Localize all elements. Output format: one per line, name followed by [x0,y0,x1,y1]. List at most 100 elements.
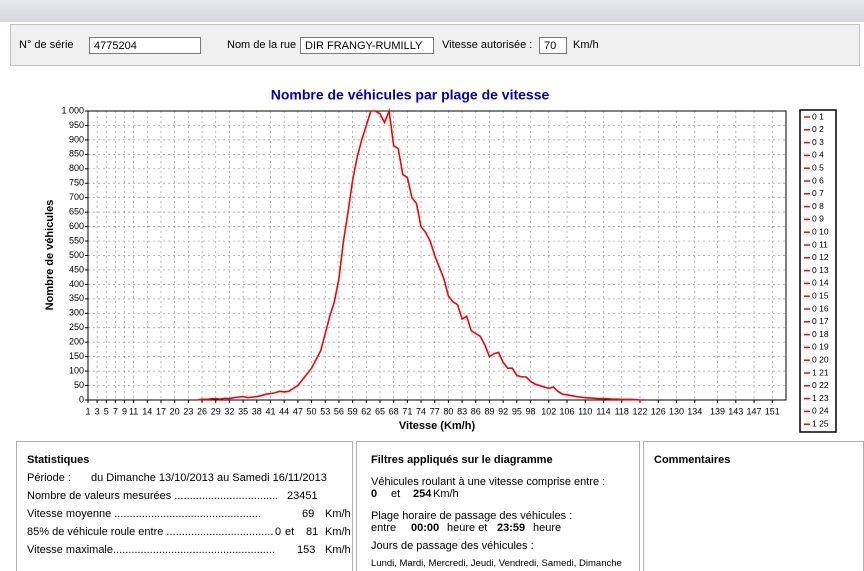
data-line [197,107,645,401]
x-tick-label: 32 [224,406,234,416]
x-tick-label: 9 [122,406,127,416]
text-input[interactable]: 4775204 [89,37,201,54]
x-tick-label: 83 [457,406,467,416]
legend-label: 0 8 [812,201,824,211]
x-tick-label: 17 [156,406,166,416]
x-tick-label: 98 [526,406,536,416]
x-tick-label: 23 [183,406,193,416]
y-tick-label: 400 [69,279,84,289]
y-tick-label: 100 [69,365,84,375]
legend-label: 0 3 [812,137,824,147]
value: 81 [306,526,319,538]
legend-label: 0 16 [812,303,829,313]
label: et [391,488,401,500]
value: du Dimanche 13/10/2013 au Samedi 16/11/2… [91,472,327,484]
y-tick-label: 200 [69,337,84,347]
x-tick-label: 11 [129,406,138,416]
x-tick-label: 53 [320,406,330,416]
x-tick-label: 65 [375,406,385,416]
y-tick-label: 600 [69,221,84,231]
x-tick-label: 102 [541,406,556,416]
x-tick-label: 143 [728,406,743,416]
value: 0 [371,488,378,500]
legend-label: 0 10 [812,226,829,236]
legend-label: 1 25 [812,418,829,428]
legend-label: 0 4 [812,150,824,160]
label: Jours de passage des véhicules : [371,540,534,552]
text-input[interactable]: 70 [539,37,567,54]
y-axis-title: Nombre de véhicules [44,200,56,311]
y-tick-label: 800 [69,163,84,173]
y-tick-label: 750 [69,178,84,188]
legend-label: 0 2 [812,124,824,134]
x-tick-label: 35 [238,406,248,416]
x-tick-label: 122 [632,406,647,416]
unit: Km/h [433,488,459,500]
x-tick-label: 47 [293,406,303,416]
unit: heure [533,522,562,534]
legend-label: 0 17 [812,316,829,326]
x-tick-label: 7 [113,406,118,416]
legend-label: 0 20 [812,354,829,364]
x-tick-label: 41 [265,406,275,416]
x-tick-label: 3 [95,406,100,416]
value: 153 [297,544,316,556]
panel-title: Commentaires [654,454,731,466]
y-tick-label: 150 [69,351,84,361]
y-tick-label: 900 [69,134,84,144]
label: 85% de véhicule roule entre ............… [27,526,274,538]
legend-label: 0 13 [812,265,829,275]
value: 254 [413,488,432,500]
label: Plage horaire de passage des véhicules : [371,510,573,522]
x-tick-label: 20 [170,406,180,416]
x-tick-label: 50 [307,406,317,416]
legend-label: 0 15 [812,290,829,300]
y-tick-label: 300 [69,308,84,318]
legend-label: 0 19 [812,342,829,352]
label: et [285,526,295,538]
label: Vitesse autorisée : [442,39,533,51]
unit: Km/h [325,508,351,520]
legend-label: 0 24 [812,406,829,416]
x-tick-label: 68 [389,406,399,416]
x-tick-label: 147 [747,406,762,416]
x-tick-label: 139 [710,406,725,416]
y-tick-label: 950 [69,120,84,130]
x-tick-label: 89 [484,406,494,416]
label: Véhicules roulant à une vitesse comprise… [371,476,606,488]
legend-label: 1 23 [812,393,829,403]
x-tick-label: 134 [687,406,702,416]
legend-label: 0 9 [812,214,824,224]
value: 00:00 [411,522,440,534]
y-tick-label: 700 [69,192,84,202]
x-tick-label: 95 [512,406,522,416]
y-tick-label: 250 [69,322,84,332]
filters-panel: Filtres appliqués sur le diagramme Véhic… [356,441,640,571]
chart: Nombre de véhicules par plage de vitesse… [44,87,837,433]
unit: Km/h [325,544,351,556]
x-tick-label: 151 [765,406,780,416]
value: 23:59 [497,522,526,534]
x-tick-label: 110 [578,406,592,416]
chart-title: Nombre de véhicules par plage de vitesse [271,87,550,103]
x-tick-label: 126 [651,406,666,416]
x-tick-label: 86 [471,406,481,416]
label: Période : [27,472,72,484]
legend-label: 0 18 [812,329,829,339]
y-tick-label: 1 000 [61,105,84,115]
comments-panel: Commentaires [643,441,864,571]
x-tick-label: 71 [402,406,412,416]
text-input[interactable]: DIR FRANGY-RUMILLY [300,37,434,54]
legend-label: 0 7 [812,188,824,198]
x-tick-label: 1 [85,406,90,416]
x-tick-label: 62 [361,406,371,416]
top-strip [0,0,864,22]
label: Vitesse moyenne ........................… [27,508,261,520]
x-tick-label: 106 [560,406,575,416]
legend-label: 0 22 [812,380,829,390]
legend-label: 0 14 [812,278,829,288]
label: Km/h [573,39,599,51]
label: N° de série [19,39,74,51]
x-tick-label: 92 [498,406,508,416]
y-tick-label: 0 [79,394,84,404]
